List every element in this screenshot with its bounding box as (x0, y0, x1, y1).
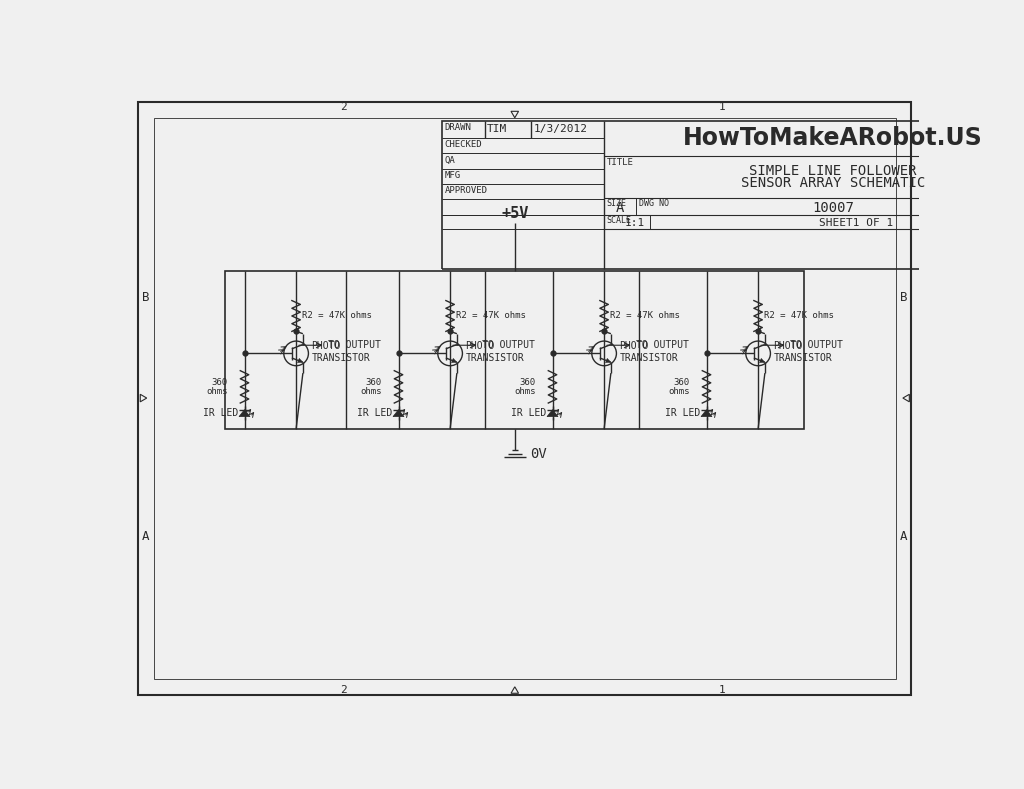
Polygon shape (298, 358, 303, 363)
Polygon shape (701, 409, 712, 417)
Polygon shape (452, 358, 457, 363)
Text: PHOTO
TRANSISTOR: PHOTO TRANSISTOR (773, 341, 833, 363)
Text: IR LED: IR LED (203, 408, 239, 418)
Text: SIZE: SIZE (606, 200, 627, 208)
Bar (442, 121, 1024, 269)
Text: TO OUTPUT: TO OUTPUT (790, 340, 843, 350)
Text: TIM: TIM (487, 125, 507, 134)
Text: 1:1: 1:1 (625, 218, 645, 227)
Text: 360
ohms: 360 ohms (668, 377, 689, 396)
Text: 0V: 0V (530, 447, 547, 461)
Text: A: A (616, 201, 625, 215)
Text: HowToMakeARobot.US: HowToMakeARobot.US (683, 126, 983, 150)
Text: PHOTO
TRANSISTOR: PHOTO TRANSISTOR (311, 341, 371, 363)
Text: B: B (142, 291, 150, 305)
Text: 1/3/2012: 1/3/2012 (534, 125, 588, 134)
Text: SCALE: SCALE (606, 216, 632, 226)
Text: 2: 2 (340, 685, 346, 695)
Text: R2 = 47K ohms: R2 = 47K ohms (610, 312, 680, 320)
Text: R2 = 47K ohms: R2 = 47K ohms (457, 312, 526, 320)
Text: PHOTO
TRANSISTOR: PHOTO TRANSISTOR (620, 341, 678, 363)
Text: 360
ohms: 360 ohms (206, 377, 227, 396)
Text: 1: 1 (719, 685, 725, 695)
Text: R2 = 47K ohms: R2 = 47K ohms (764, 312, 835, 320)
Polygon shape (547, 409, 558, 417)
Text: A: A (142, 530, 150, 543)
Text: TO OUTPUT: TO OUTPUT (328, 340, 381, 350)
Text: 1: 1 (719, 102, 725, 112)
Text: 2: 2 (340, 102, 346, 112)
Text: TO OUTPUT: TO OUTPUT (481, 340, 535, 350)
Polygon shape (605, 358, 611, 363)
Text: APPROVED: APPROVED (444, 186, 487, 196)
Polygon shape (760, 358, 765, 363)
Text: IR LED: IR LED (666, 408, 700, 418)
Text: B: B (900, 291, 907, 305)
Text: +5V: +5V (501, 206, 528, 221)
Text: TO OUTPUT: TO OUTPUT (636, 340, 688, 350)
Polygon shape (393, 409, 404, 417)
Text: 360
ohms: 360 ohms (514, 377, 536, 396)
Text: R2 = 47K ohms: R2 = 47K ohms (302, 312, 372, 320)
Text: 360
ohms: 360 ohms (360, 377, 382, 396)
Text: A: A (900, 530, 907, 543)
Text: SHEET1 OF 1: SHEET1 OF 1 (819, 218, 893, 227)
Text: SIMPLE LINE FOLLOWER: SIMPLE LINE FOLLOWER (750, 164, 916, 178)
Text: CHECKED: CHECKED (444, 140, 482, 149)
Text: IR LED: IR LED (357, 408, 392, 418)
Bar (225, 271, 804, 429)
Text: IR LED: IR LED (511, 408, 547, 418)
Text: DWG NO: DWG NO (639, 200, 669, 208)
Text: QA: QA (444, 155, 456, 165)
Polygon shape (239, 409, 250, 417)
Text: PHOTO
TRANSISTOR: PHOTO TRANSISTOR (466, 341, 524, 363)
Text: MFG: MFG (444, 171, 461, 180)
Text: SENSOR ARRAY SCHEMATIC: SENSOR ARRAY SCHEMATIC (741, 176, 926, 190)
Text: 10007: 10007 (812, 201, 854, 215)
Text: DRAWN: DRAWN (444, 123, 472, 133)
Text: TITLE: TITLE (607, 158, 634, 166)
